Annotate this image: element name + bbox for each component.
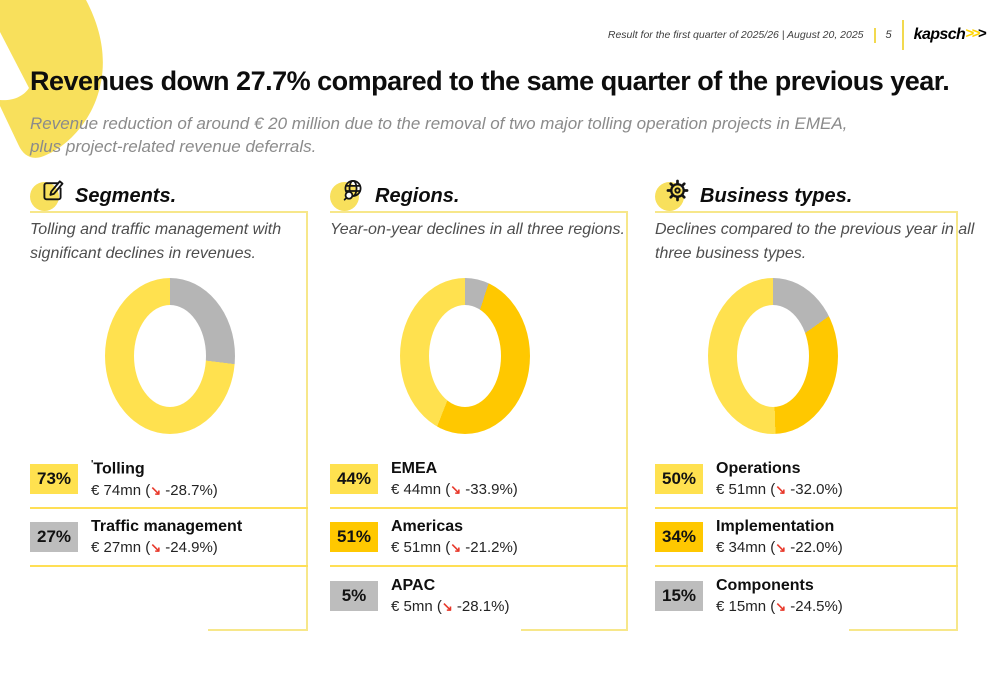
legend-value: € 5mn (↘ -28.1%) [391, 598, 510, 615]
segments-legend: 73% 'Tolling € 74mn (↘ -28.7%) 27% Traff… [30, 451, 308, 567]
legend-value: € 15mn (↘ -24.5%) [716, 598, 843, 615]
meta-divider [873, 27, 876, 43]
business-types-header: Business types. [655, 175, 852, 211]
legend-row-operations: 50% Operations € 51mn (↘ -32.0%) [655, 451, 958, 509]
segments-header: Segments. [30, 175, 176, 211]
pct-badge: 50% [655, 464, 703, 494]
legend-row-emea: 44% EMEA € 44mn (↘ -33.9%) [330, 451, 628, 509]
segments-donut-chart [105, 278, 235, 434]
legend-label: Implementation [716, 518, 835, 535]
trend-down-icon: ↘ [150, 482, 162, 498]
gear-icon [655, 177, 691, 211]
legend-row-components: 15% Components € 15mn (↘ -24.5%) [655, 567, 958, 625]
subtitle-line-2: plus project-related revenue deferrals. [30, 137, 317, 156]
legend-label: 'Tolling [91, 459, 145, 478]
trend-down-icon: ↘ [150, 540, 162, 555]
segments-panel: Segments. Tolling and traffic management… [30, 178, 308, 634]
regions-panel: Regions. Year-on-year declines in all th… [330, 178, 628, 634]
slide-subtitle: Revenue reduction of around € 20 million… [30, 112, 847, 158]
legend-value: € 51mn (↘ -21.2%) [391, 539, 518, 556]
business-types-title: Business types. [700, 185, 853, 207]
legend-row-tolling: 73% 'Tolling € 74mn (↘ -28.7%) [30, 451, 308, 509]
legend-row-americas: 51% Americas € 51mn (↘ -21.2%) [330, 509, 628, 567]
pct-badge: 27% [30, 522, 78, 552]
pct-badge: 15% [655, 581, 703, 611]
logo-chevron-icon: > [977, 24, 987, 42]
globe-search-icon [330, 177, 366, 211]
regions-donut-chart [400, 278, 530, 434]
segments-title: Segments. [75, 185, 177, 207]
logo-chevron-icon: > [965, 24, 974, 42]
header-meta-bar: Result for the first quarter of 2025/26 … [607, 20, 987, 50]
business-types-legend: 50% Operations € 51mn (↘ -32.0%) 34% Imp… [655, 451, 958, 625]
pct-badge: 5% [330, 581, 378, 611]
subtitle-line-1: Revenue reduction of around € 20 million… [30, 114, 848, 133]
legend-label: Components [716, 577, 814, 594]
trend-down-icon: ↘ [450, 540, 462, 555]
logo-chevron-icon: > [971, 24, 980, 42]
kapsch-logo: kapsch > > > [913, 24, 987, 44]
page-number: 5 [885, 29, 892, 41]
legend-label: EMEA [391, 460, 438, 477]
slide-title: Revenues down 27.7% compared to the same… [30, 66, 950, 96]
legend-value: € 27mn (↘ -24.9%) [91, 539, 218, 556]
regions-description: Year-on-year declines in all three regio… [330, 221, 625, 238]
pencil-edit-icon [30, 177, 66, 211]
logo-divider [901, 20, 904, 50]
legend-value: € 44mn (↘ -33.9%) [391, 481, 518, 498]
regions-legend: 44% EMEA € 44mn (↘ -33.9%) 51% Americas … [330, 451, 628, 625]
pct-badge: 73% [30, 464, 78, 494]
legend-value: € 74mn (↘ -28.7%) [91, 481, 218, 499]
legend-value: € 34mn (↘ -22.0%) [716, 539, 843, 556]
legend-label: Americas [391, 518, 464, 535]
trend-down-icon: ↘ [775, 540, 787, 555]
legend-row-apac: 5% APAC € 5mn (↘ -28.1%) [330, 567, 628, 625]
report-meta-text: Result for the first quarter of 2025/26 … [607, 29, 864, 41]
kapsch-logo-text: kapsch [913, 26, 966, 43]
trend-down-icon: ↘ [775, 482, 787, 497]
pct-badge: 51% [330, 522, 378, 552]
trend-down-icon: ↘ [450, 482, 462, 497]
trend-down-icon: ↘ [441, 599, 453, 614]
segments-description: Tolling and traffic management with sign… [30, 221, 282, 262]
legend-label: Operations [716, 460, 801, 477]
legend-label: APAC [391, 577, 436, 594]
legend-label: Traffic management [91, 518, 243, 535]
business-types-donut-chart [708, 278, 838, 434]
legend-row-implementation: 34% Implementation € 34mn (↘ -22.0%) [655, 509, 958, 567]
legend-value: € 51mn (↘ -32.0%) [716, 481, 843, 498]
pct-badge: 34% [655, 522, 703, 552]
business-types-description: Declines compared to the previous year i… [655, 221, 975, 262]
regions-header: Regions. [330, 175, 459, 211]
pct-badge: 44% [330, 464, 378, 494]
trend-down-icon: ↘ [775, 599, 787, 614]
business-types-panel: Business types. Declines compared to the… [655, 175, 974, 634]
legend-row-traffic-management: 27% Traffic management € 27mn (↘ -24.9%) [30, 509, 308, 567]
corner-blob-decoration [0, 0, 103, 158]
regions-title: Regions. [375, 185, 460, 207]
